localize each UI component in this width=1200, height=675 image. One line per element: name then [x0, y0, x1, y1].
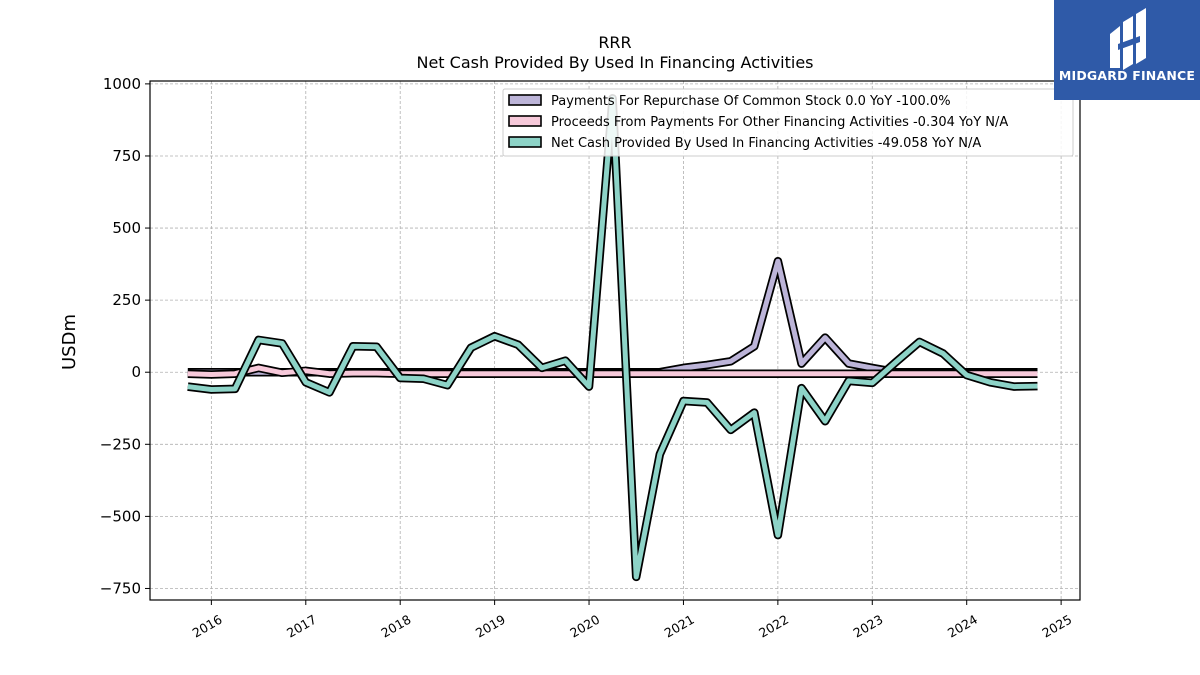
- legend-swatch: [508, 136, 542, 148]
- y-tick-label: 500: [112, 219, 141, 237]
- y-tick-label: 250: [112, 291, 141, 309]
- chart-title: RRR: [598, 33, 631, 52]
- series-lines: [187, 94, 1038, 582]
- y-tick-label: −500: [100, 507, 141, 525]
- x-tick-label: 2024: [945, 612, 980, 641]
- x-tick-label: 2022: [756, 612, 791, 641]
- x-tick-label: 2023: [851, 612, 886, 641]
- x-tick-label: 2019: [473, 612, 508, 641]
- y-tick-label: 750: [112, 147, 141, 165]
- legend-box: [502, 88, 1074, 157]
- chart-subtitle: Net Cash Provided By Used In Financing A…: [416, 53, 813, 72]
- y-tick-label: −250: [100, 435, 141, 453]
- midgard-finance-logo: MIDGARD FINANCE: [1054, 0, 1200, 100]
- x-tick-label: 2016: [190, 612, 225, 641]
- legend-label: Net Cash Provided By Used In Financing A…: [551, 136, 981, 151]
- y-tick-label: 0: [131, 363, 141, 381]
- y-axis-label: USDm: [59, 314, 80, 370]
- logo-text: MIDGARD FINANCE: [1058, 68, 1196, 83]
- y-tick-label: −750: [100, 579, 141, 597]
- legend-swatch: [508, 115, 542, 127]
- plot-frame: [149, 80, 1081, 601]
- legend: Payments For Repurchase Of Common Stock …: [502, 88, 1074, 157]
- legend-label: Proceeds From Payments For Other Financi…: [551, 115, 1008, 130]
- legend-label: Payments For Repurchase Of Common Stock …: [551, 94, 951, 109]
- x-tick-label: 2017: [284, 612, 319, 641]
- x-tick-label: 2021: [662, 612, 697, 641]
- series-line: [187, 365, 1038, 377]
- y-tick-label: 1000: [103, 75, 141, 93]
- x-tick-label: 2020: [567, 612, 602, 641]
- x-tick-label: 2025: [1039, 612, 1074, 641]
- logo-mark-icon: [1110, 8, 1146, 70]
- legend-swatch: [508, 94, 542, 106]
- x-tick-label: 2018: [378, 612, 413, 641]
- series-outline: [187, 94, 1038, 582]
